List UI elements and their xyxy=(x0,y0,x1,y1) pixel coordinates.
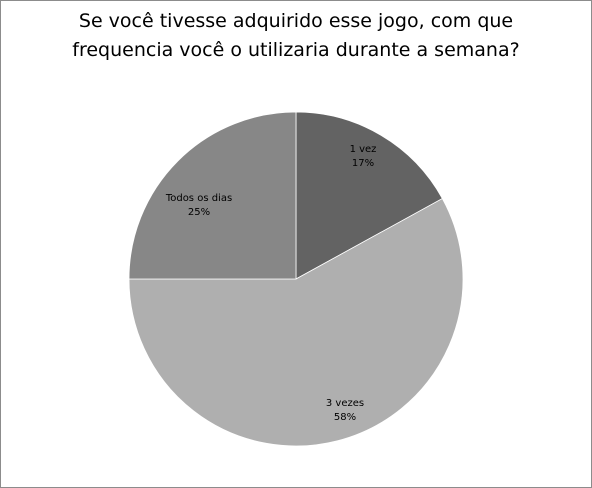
pie-slice-todos-os-dias xyxy=(128,111,297,280)
chart-title-line-1: Se você tivesse adquirido esse jogo, com… xyxy=(78,10,514,32)
slice-category-label: 1 vez xyxy=(350,144,377,155)
slice-category-label: Todos os dias xyxy=(165,193,232,204)
slice-category-label: 3 vezes xyxy=(326,398,364,409)
chart-title-line-2: frequencia você o utilizaria durante a s… xyxy=(72,39,520,61)
chart-title: Se você tivesse adquirido esse jogo, com… xyxy=(0,7,592,65)
slice-percent-label: 17% xyxy=(352,158,374,169)
slice-percent-label: 25% xyxy=(188,207,210,218)
pie-slice-3-vezes xyxy=(128,198,464,447)
pie-slice-1-vez xyxy=(295,111,443,280)
slice-percent-label: 58% xyxy=(334,412,356,423)
